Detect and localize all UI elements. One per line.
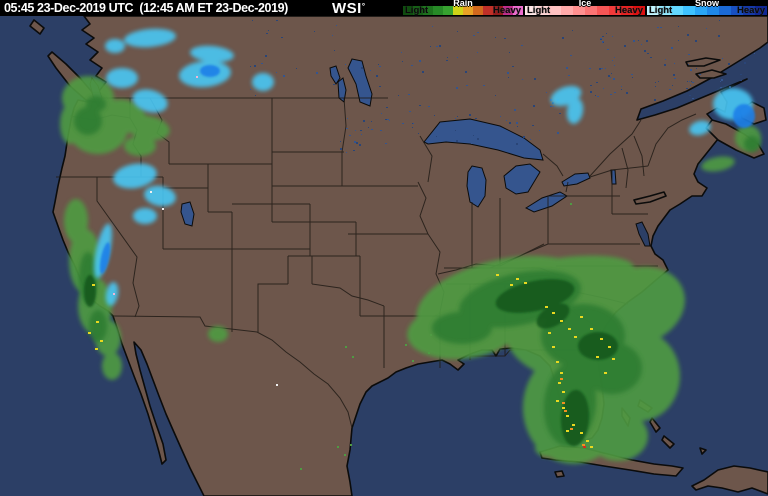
legend-section-snow: Snow Light Heavy xyxy=(646,0,768,16)
radar-map-canvas xyxy=(0,15,768,496)
lake-michigan xyxy=(466,165,487,208)
turks-island xyxy=(699,447,707,455)
radar-map xyxy=(0,15,768,496)
prince-edward-island xyxy=(695,69,727,79)
status-bar: 05:45 23-Dec-2019 UTC (12:45 AM ET 23-De… xyxy=(0,0,768,17)
isla-juventud xyxy=(554,470,565,478)
snow-light-label: Light xyxy=(649,5,673,16)
lake-superior xyxy=(423,118,544,161)
lake-huron xyxy=(503,163,541,195)
radar-snow-heavy xyxy=(99,65,755,274)
bahamas-long-island xyxy=(661,435,675,449)
snow-heavy-label: Heavy xyxy=(737,5,765,16)
snow-color-bar xyxy=(647,6,767,15)
bahamas-eleuthera xyxy=(649,417,661,433)
snow-label: Snow xyxy=(695,0,719,8)
ice-color-bar xyxy=(525,6,645,15)
rain-light-label: Light xyxy=(405,5,429,16)
precip-legend: Rain Light Heavy Ice Light Heavy Snow Li… xyxy=(402,0,768,16)
hispaniola xyxy=(691,465,768,495)
chesapeake-bay xyxy=(635,221,651,247)
ice-heavy-label: Heavy xyxy=(615,5,643,16)
rain-label: Rain xyxy=(453,0,473,8)
lake-manitoba xyxy=(337,77,347,103)
haida-islands xyxy=(29,19,45,35)
rain-color-bar xyxy=(403,6,523,15)
great-salt-lake xyxy=(180,201,195,227)
rain-heavy-label: Heavy xyxy=(493,5,521,16)
ice-label: Ice xyxy=(578,0,592,8)
anticosti-island xyxy=(685,57,721,67)
wsi-logo: WSI° xyxy=(332,0,366,17)
radar-storm-cells xyxy=(88,76,615,470)
legend-section-ice: Ice Light Heavy xyxy=(524,0,646,16)
long-island xyxy=(633,191,667,205)
ice-light-label: Light xyxy=(527,5,551,16)
lake-winnipeg xyxy=(347,58,373,107)
legend-section-rain: Rain Light Heavy xyxy=(402,0,524,16)
timestamp: 05:45 23-Dec-2019 UTC (12:45 AM ET 23-De… xyxy=(4,1,288,15)
lake-ontario xyxy=(561,172,591,187)
lake-winnipegosis xyxy=(329,65,341,85)
wsi-logo-text: WSI xyxy=(332,0,362,17)
inland-water xyxy=(89,58,651,422)
wsi-logo-degree: ° xyxy=(361,2,366,11)
